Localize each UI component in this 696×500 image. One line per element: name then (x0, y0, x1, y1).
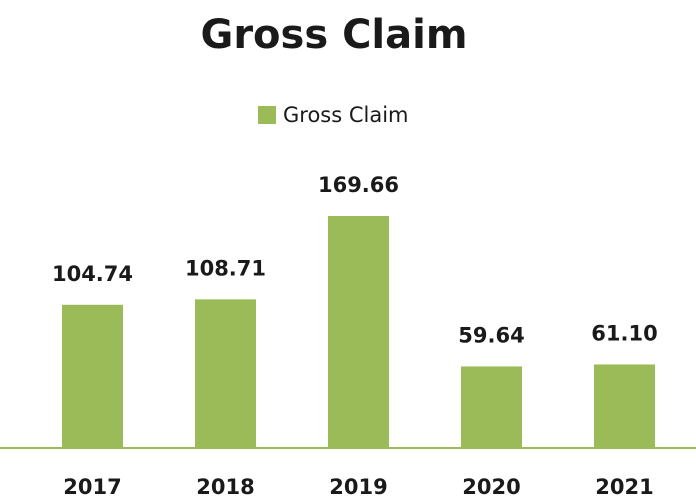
bar (62, 304, 123, 448)
data-label: 169.66 (318, 173, 399, 197)
x-tick-label: 2020 (462, 475, 520, 499)
x-tick-label: 2021 (595, 475, 653, 499)
bar (461, 366, 522, 448)
legend-swatch (258, 106, 276, 124)
bar (328, 216, 389, 448)
x-tick-label: 2019 (329, 475, 387, 499)
x-tick-label: 2018 (196, 475, 254, 499)
bar (195, 299, 256, 448)
data-label: 108.71 (185, 256, 266, 280)
bar (594, 364, 655, 448)
chart-title: Gross Claim (200, 12, 467, 58)
legend-label: Gross Claim (283, 103, 409, 127)
x-tick-label: 2017 (63, 475, 121, 499)
data-label: 59.64 (458, 323, 524, 347)
data-label: 61.10 (591, 321, 657, 345)
data-label: 104.74 (52, 262, 133, 286)
